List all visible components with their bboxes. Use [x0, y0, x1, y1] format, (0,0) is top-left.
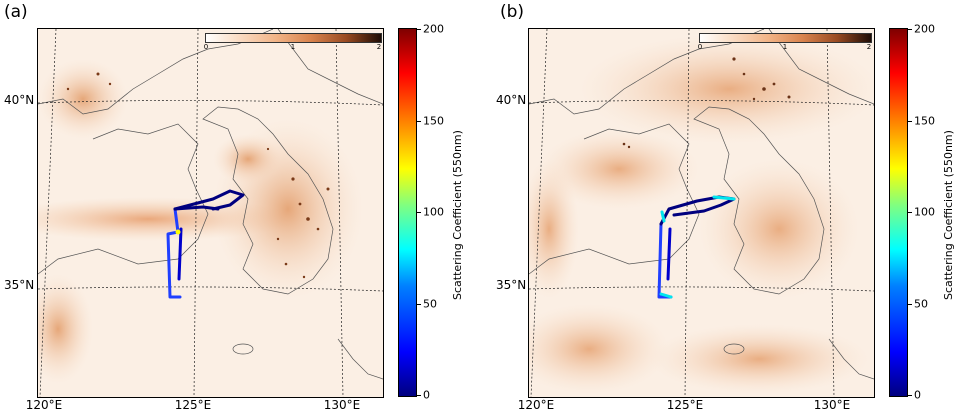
colorbar-tickmark [908, 29, 912, 30]
inset-colorbar-tick: 2 [866, 43, 872, 51]
inset-colorbar [205, 33, 382, 43]
flight-track [166, 189, 245, 299]
graticule [38, 29, 383, 397]
colorbar-tick: 50 [423, 297, 437, 311]
aerosol-plume [649, 324, 869, 394]
flight-track [657, 195, 736, 299]
colorbar-tick: 0 [423, 388, 430, 402]
scattering-colorbar [398, 28, 417, 397]
colorbar-tickmark [908, 395, 912, 396]
inset-colorbar [699, 33, 872, 43]
aerosol-plume [38, 59, 128, 139]
aerosol-plume [539, 129, 699, 209]
colorbar-tick: 200 [423, 22, 444, 36]
lon-label: 120°E [25, 398, 63, 412]
inset-colorbar-tick: 2 [376, 43, 382, 51]
inset-colorbar-tick: 0 [203, 43, 209, 51]
aerosol-plume [213, 134, 283, 184]
aerosol-hotspots [622, 57, 791, 149]
colorbar-tick: 150 [914, 114, 935, 128]
aerosol-plume [38, 274, 93, 384]
map-frame: 0 1 2 [37, 28, 384, 398]
inset-colorbar-tick: 0 [697, 43, 703, 51]
colorbar-tickmark [417, 29, 421, 30]
panel-label: (b) [500, 2, 525, 22]
colorbar-tickmark [417, 304, 421, 305]
scattering-colorbar [889, 28, 908, 397]
inset-colorbar-tick: 1 [782, 43, 788, 51]
aerosol-plume [529, 304, 669, 394]
colorbar-tickmark [908, 304, 912, 305]
colorbar-tickmark [417, 212, 421, 213]
colorbar-tickmark [417, 121, 421, 122]
aerosol-plume [699, 159, 859, 299]
colorbar-tick: 100 [914, 205, 935, 219]
lat-label: 40°N [496, 93, 527, 107]
panel-label: (a) [4, 2, 28, 22]
colorbar-tickmark [417, 395, 421, 396]
lon-label: 125°E [666, 398, 704, 412]
aerosol-plume [529, 159, 579, 299]
lat-label: 35°N [496, 278, 527, 292]
lat-label: 35°N [4, 278, 35, 292]
colorbar-tick: 200 [914, 22, 935, 36]
inset-colorbar-tick: 1 [290, 43, 296, 51]
lon-label: 130°E [813, 398, 851, 412]
colorbar-label: Scattering Coefficient (550nm) [451, 130, 464, 300]
panel-b: (b) [480, 0, 960, 418]
colorbar-tick: 100 [423, 205, 444, 219]
lon-label: 130°E [323, 398, 361, 412]
colorbar-tick: 150 [423, 114, 444, 128]
map-frame: 0 1 2 [528, 28, 875, 398]
aerosol-hotspots [66, 72, 330, 279]
colorbar-label: Scattering Coefficient (550nm) [942, 130, 955, 300]
aerosol-map [529, 29, 874, 397]
colorbar-tick: 0 [914, 388, 921, 402]
colorbar-tick: 50 [914, 297, 928, 311]
lat-label: 40°N [4, 93, 35, 107]
aerosol-plume [579, 34, 874, 144]
colorbar-tickmark [908, 121, 912, 122]
lon-label: 120°E [517, 398, 555, 412]
colorbar-tickmark [908, 212, 912, 213]
aerosol-map [38, 29, 383, 397]
panel-a: (a) [4, 2, 464, 412]
lon-label: 125°E [174, 398, 212, 412]
